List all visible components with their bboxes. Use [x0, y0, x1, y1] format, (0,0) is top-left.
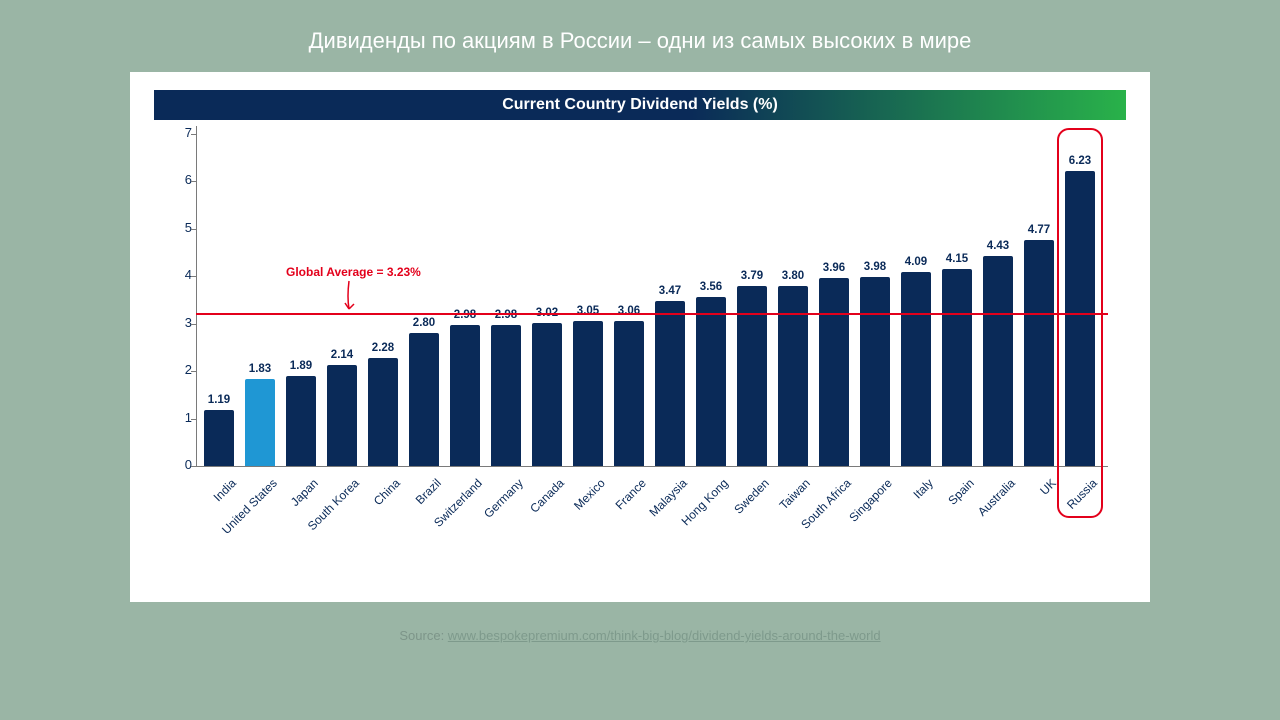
chart-header-bar: Current Country Dividend Yields (%) — [154, 90, 1126, 120]
x-axis-label: Italy — [855, 476, 936, 557]
highlight-box-russia — [1057, 128, 1103, 518]
x-axis-label: Mexico — [527, 476, 608, 557]
bar-value-label: 2.80 — [404, 317, 444, 329]
bar-value-label: 3.56 — [691, 281, 731, 293]
y-axis-tick — [191, 181, 196, 182]
x-axis-label: South Africa — [773, 476, 854, 557]
bar-value-label: 3.98 — [855, 261, 895, 273]
x-axis-label: Switzerland — [404, 476, 485, 557]
bar-value-label: 4.77 — [1019, 224, 1059, 236]
y-axis-tick — [191, 371, 196, 372]
bar-mexico — [573, 321, 603, 466]
bar-value-label: 3.06 — [609, 305, 649, 317]
bar-value-label: 4.09 — [896, 256, 936, 268]
y-axis-tick-label: 4 — [162, 267, 192, 282]
y-axis-tick — [191, 276, 196, 277]
bar-value-label: 2.14 — [322, 349, 362, 361]
bar-value-label: 4.15 — [937, 253, 977, 265]
bar-value-label: 1.83 — [240, 363, 280, 375]
bar-germany — [491, 325, 521, 466]
x-axis-label: Canada — [486, 476, 567, 557]
bar-canada — [532, 323, 562, 466]
bar-value-label: 2.28 — [363, 342, 403, 354]
bar-spain — [942, 269, 972, 466]
y-axis-tick-label: 3 — [162, 315, 192, 330]
x-axis-label: Malaysia — [609, 476, 690, 557]
x-axis-label: India — [158, 476, 239, 557]
x-axis-label: Australia — [937, 476, 1018, 557]
bar-hong-kong — [696, 297, 726, 466]
bar-switzerland — [450, 325, 480, 466]
y-axis-tick-label: 1 — [162, 410, 192, 425]
bar-value-label: 1.89 — [281, 360, 321, 372]
y-axis-tick-label: 6 — [162, 172, 192, 187]
x-axis-label: United States — [199, 476, 280, 557]
bar-value-label: 3.96 — [814, 262, 854, 274]
x-axis-label: Taiwan — [732, 476, 813, 557]
average-arrow-icon — [341, 279, 371, 319]
bar-china — [368, 358, 398, 466]
x-axis-label: Japan — [240, 476, 321, 557]
footer-citation: Source: www.bespokepremium.com/think-big… — [399, 628, 880, 643]
bar-united-states — [245, 379, 275, 466]
bar-value-label: 3.47 — [650, 285, 690, 297]
bar-value-label: 3.05 — [568, 305, 608, 317]
x-axis-label: France — [568, 476, 649, 557]
y-axis-tick-label: 2 — [162, 362, 192, 377]
x-axis-label: Brazil — [363, 476, 444, 557]
x-axis-label: Sweden — [691, 476, 772, 557]
bar-value-label: 3.79 — [732, 270, 772, 282]
y-axis-tick — [191, 134, 196, 135]
bar-value-label: 3.80 — [773, 270, 813, 282]
plot-area: 012345671.19India1.83United States1.89Ja… — [154, 126, 1126, 546]
bar-australia — [983, 256, 1013, 466]
x-axis-label: UK — [978, 476, 1059, 557]
bar-brazil — [409, 333, 439, 466]
slide: Дивиденды по акциям в России – одни из с… — [0, 0, 1280, 720]
y-axis-tick — [191, 419, 196, 420]
chart-card: Current Country Dividend Yields (%) 0 1 2 3… — [130, 72, 1150, 602]
bar-malaysia — [655, 301, 685, 466]
x-axis-label: Singapore — [814, 476, 895, 557]
global-average-label: Global Average = 3.23% — [286, 265, 421, 279]
bar-india — [204, 410, 234, 466]
slide-title: Дивиденды по акциям в России – одни из с… — [0, 28, 1280, 54]
x-axis-label: China — [322, 476, 403, 557]
bar-uk — [1024, 240, 1054, 466]
x-axis-line — [196, 466, 1108, 467]
y-axis-line — [196, 126, 197, 466]
x-axis-label: Hong Kong — [650, 476, 731, 557]
x-axis-label: Spain — [896, 476, 977, 557]
x-axis-label: Germany — [445, 476, 526, 557]
y-axis-tick — [191, 229, 196, 230]
source-url: www.bespokepremium.com/think-big-blog/di… — [448, 628, 881, 643]
bar-south-korea — [327, 365, 357, 466]
y-axis-tick — [191, 466, 196, 467]
source-label: Source: — [399, 628, 447, 643]
bar-japan — [286, 376, 316, 466]
bar-singapore — [860, 277, 890, 466]
bar-south-africa — [819, 278, 849, 466]
bar-value-label: 1.19 — [199, 394, 239, 406]
bar-value-label: 4.43 — [978, 240, 1018, 252]
y-axis-tick-label: 0 — [162, 457, 192, 472]
y-axis-tick-label: 5 — [162, 220, 192, 235]
y-axis-tick — [191, 324, 196, 325]
bar-italy — [901, 272, 931, 466]
chart-header-text: Current Country Dividend Yields (%) — [502, 96, 778, 113]
y-axis-tick-label: 7 — [162, 125, 192, 140]
x-axis-label: South Korea — [281, 476, 362, 557]
bar-france — [614, 321, 644, 466]
global-average-line — [196, 313, 1108, 315]
